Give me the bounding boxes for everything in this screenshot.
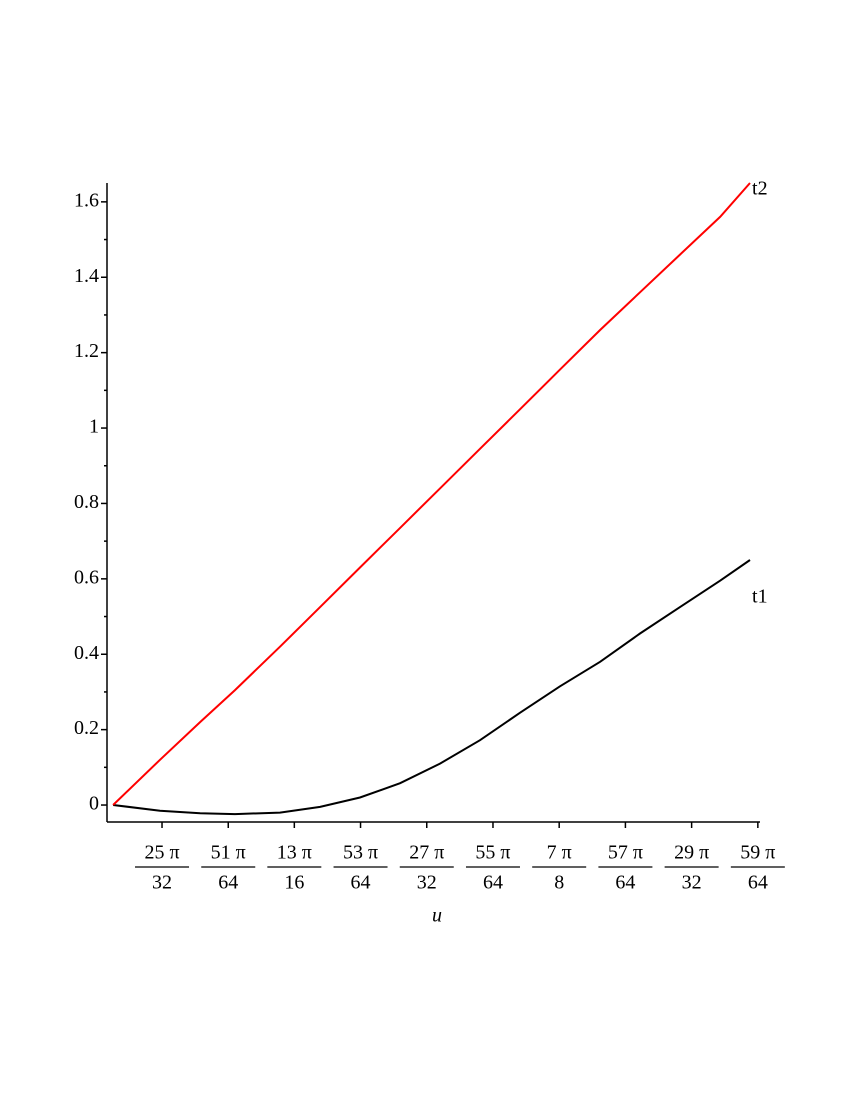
x-tick-denominator: 32	[417, 872, 437, 894]
series-label: t1	[752, 586, 768, 608]
x-tick-numerator: 53 π	[343, 842, 378, 864]
x-tick-denominator: 32	[152, 872, 172, 894]
y-tick-label: 0.8	[74, 491, 99, 513]
x-tick-numerator: 25 π	[144, 842, 179, 864]
series-line	[112, 182, 751, 806]
series-line	[112, 559, 751, 816]
x-tick-denominator: 64	[218, 872, 238, 894]
y-tick-label: 0.6	[74, 566, 99, 588]
x-tick-numerator: 59 π	[740, 842, 775, 864]
series-label: t2	[752, 178, 768, 200]
x-tick-numerator: 29 π	[674, 842, 709, 864]
x-tick-denominator: 64	[351, 872, 371, 894]
x-tick-numerator: 27 π	[409, 842, 444, 864]
y-tick-label: 1.6	[74, 189, 99, 211]
x-tick-numerator: 55 π	[475, 842, 510, 864]
x-tick-denominator: 16	[284, 872, 304, 894]
x-tick-numerator: 7 π	[547, 842, 572, 864]
y-tick-label: 0.4	[74, 642, 99, 664]
x-tick-denominator: 8	[554, 872, 564, 894]
y-tick-label: 1.2	[74, 340, 99, 362]
x-tick-numerator: 51 π	[211, 842, 246, 864]
x-tick-denominator: 32	[682, 872, 702, 894]
y-tick-label: 1	[89, 416, 99, 438]
y-tick-label: 1.4	[74, 265, 99, 287]
y-tick-label: 0.2	[74, 717, 99, 739]
x-axis-label: u	[432, 905, 442, 927]
x-tick-denominator: 64	[748, 872, 768, 894]
x-tick-numerator: 13 π	[277, 842, 312, 864]
x-tick-numerator: 57 π	[608, 842, 643, 864]
x-tick-denominator: 64	[483, 872, 503, 894]
x-tick-denominator: 64	[615, 872, 635, 894]
y-tick-label: 0	[89, 793, 99, 815]
